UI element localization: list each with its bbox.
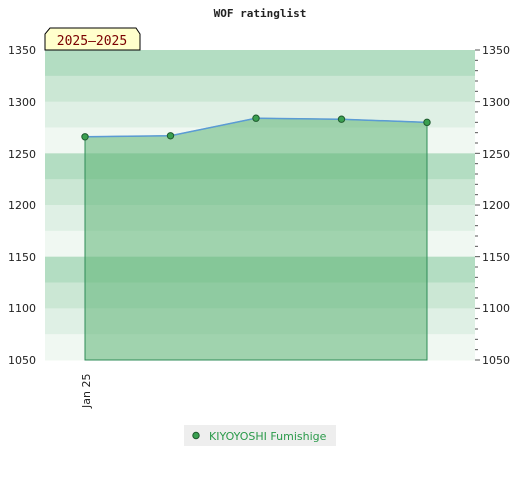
chart-title: WOF ratinglist <box>214 7 307 20</box>
data-point <box>252 114 260 122</box>
y-tick-label-right: 1350 <box>482 44 510 57</box>
legend-box <box>184 425 336 446</box>
period-badge-label: 2025–2025 <box>57 34 127 49</box>
y-tick-label-left: 1050 <box>8 354 36 367</box>
y-tick-label-right: 1100 <box>482 302 510 315</box>
y-axis-right: 1350 1300 1250 1200 1150 1100 1050 <box>482 44 510 367</box>
y-tick-label-left: 1300 <box>8 96 36 109</box>
data-point <box>337 115 346 123</box>
y-tick-label-left: 1200 <box>8 199 36 212</box>
series-area-fill <box>84 117 428 361</box>
background-band <box>45 75 475 103</box>
y-axis-right-minor-ticks <box>475 49 480 361</box>
legend: KIYOYOSHI Fumishige <box>184 425 336 446</box>
x-tick-label: Jan 25 <box>80 374 93 409</box>
y-tick-label-left: 1100 <box>8 302 36 315</box>
y-tick-label-right: 1150 <box>482 251 510 264</box>
y-tick-label-left: 1150 <box>8 251 36 264</box>
y-tick-label-right: 1200 <box>482 199 510 212</box>
legend-label: KIYOYOSHI Fumishige <box>209 430 327 443</box>
background-band <box>45 50 475 77</box>
y-axis-left: 1350 1300 1250 1200 1150 1100 1050 <box>8 44 36 367</box>
y-tick-label-left: 1250 <box>8 148 36 161</box>
y-tick-label-right: 1050 <box>482 354 510 367</box>
period-badge-box <box>44 27 141 51</box>
series-area <box>81 114 431 361</box>
legend-marker <box>192 431 200 440</box>
y-tick-label-left: 1350 <box>8 44 36 57</box>
period-badge: 2025–2025 <box>44 27 141 51</box>
data-point <box>423 118 431 127</box>
data-point <box>166 132 175 140</box>
y-tick-label-right: 1250 <box>482 148 510 161</box>
data-point <box>81 133 89 141</box>
y-tick-label-right: 1300 <box>482 96 510 109</box>
